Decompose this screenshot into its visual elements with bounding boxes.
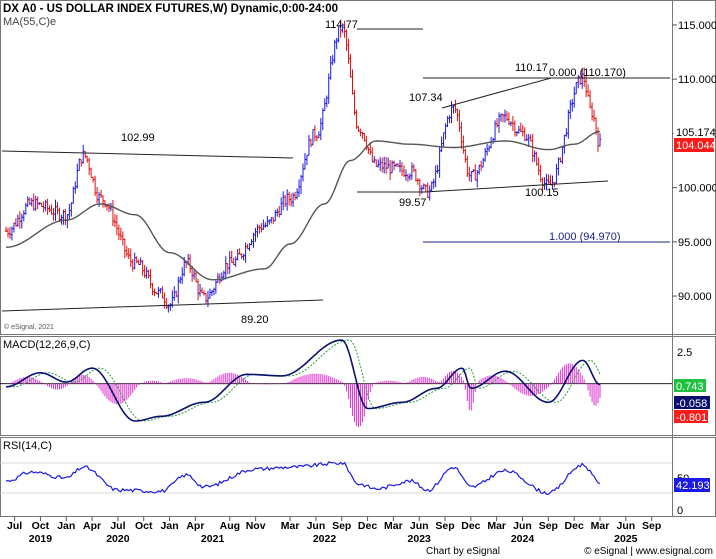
macd-line xyxy=(5,339,601,422)
macd-legend: MACD(12,26,9,C) xyxy=(3,339,90,351)
price-y-tick-label: 110.000 xyxy=(678,74,716,86)
macd-signal-line xyxy=(6,339,601,422)
year-label: 2020 xyxy=(106,533,130,545)
rsi-legend: RSI(14,C) xyxy=(3,440,52,452)
ma-legend: MA(55,C)e xyxy=(3,16,56,28)
label-89-20: 89.20 xyxy=(241,314,269,326)
year-label: 2019 xyxy=(29,533,53,545)
price-y-tick-label: 100.000 xyxy=(678,183,716,195)
signal-value-text: -0.058 xyxy=(676,398,707,410)
label-99-57: 99.57 xyxy=(399,197,427,209)
month-tick-label: Jun xyxy=(410,520,429,532)
month-tick-label: Sep xyxy=(642,520,661,532)
macd-y-tick: 2.5 xyxy=(677,347,692,359)
month-tick-label: Apr xyxy=(186,520,204,532)
label-102-99: 102.99 xyxy=(121,132,155,144)
footer-left: Chart by eSignal xyxy=(426,546,500,557)
macd-badges: 0.743 -0.058 -0.801 xyxy=(674,379,710,424)
month-tick-label: Jan xyxy=(57,520,75,532)
month-tick-label: Jun xyxy=(307,520,326,532)
time-axis: Jul Oct Jan Apr Jul Oct Jan Apr Aug Nov Mar Jun Sep D… xyxy=(7,517,661,545)
month-tick-label: Mar xyxy=(487,520,506,532)
month-tick-label: Dec xyxy=(565,520,584,532)
prev-value-text: 105.174 xyxy=(676,127,716,139)
month-tick-label: Oct xyxy=(135,520,153,532)
month-tick-label: Jan xyxy=(161,520,179,532)
month-tick-label: Nov xyxy=(246,520,266,532)
rsi-y-tick-0: 0 xyxy=(677,505,683,517)
year-label: 2024 xyxy=(511,533,535,545)
watermark-text: © eSignal, 2021 xyxy=(4,323,54,331)
label-110-17: 110.17 xyxy=(515,62,548,74)
month-tick-label: Dec xyxy=(358,520,377,532)
macd-panel: MACD(12,26,9,C) 2.5 0.743 -0.058 -0.801 xyxy=(0,339,710,428)
month-tick-label: Sep xyxy=(332,520,351,532)
year-label: 2022 xyxy=(313,533,337,545)
trendline-annotations xyxy=(1,28,670,312)
price-y-tick-label: 90.000 xyxy=(678,291,712,303)
month-tick-label: Jun xyxy=(513,520,532,532)
hist-value-badge xyxy=(674,410,708,423)
month-tick-label: Mar xyxy=(591,520,610,532)
close-value-text: 104.044 xyxy=(676,140,716,152)
month-tick-label: Jul xyxy=(7,520,22,532)
hist-value-text: -0.801 xyxy=(676,412,707,424)
chart-title: DX A0 - US DOLLAR INDEX FUTURES,W) Dynam… xyxy=(3,3,338,15)
month-tick-label: Sep xyxy=(435,520,454,532)
rsi-value-text: 42.193 xyxy=(676,480,710,492)
moving-average-line xyxy=(6,130,601,281)
fib-label-1: 1.000 (94.970) xyxy=(549,231,621,243)
month-tick-label: Apr xyxy=(83,520,101,532)
trendline-2020-resistance xyxy=(1,150,294,159)
signal-value-badge xyxy=(674,396,710,409)
month-tick-label: Mar xyxy=(281,520,300,532)
trendline-range-resistance xyxy=(441,77,552,109)
close-value-badge xyxy=(674,138,714,152)
month-tick-label: Oct xyxy=(32,520,50,532)
month-tick-label: Jul xyxy=(110,520,125,532)
last-value-badges: 105.174 104.044 xyxy=(673,124,716,152)
year-label: 2025 xyxy=(614,533,638,545)
label-114-77: 114.77 xyxy=(325,19,358,31)
footer-right: © eSignal | www.esignal.com xyxy=(584,546,713,557)
year-label: 2021 xyxy=(201,533,225,545)
trendline-range-support xyxy=(424,180,609,193)
fib-label-0: 0.000 (110.170) xyxy=(549,67,626,79)
price-y-tick-label: 95.000 xyxy=(678,237,712,249)
label-107-34: 107.34 xyxy=(409,92,443,104)
macd-value-text: 0.743 xyxy=(676,381,704,393)
trendline-2021-support xyxy=(1,299,324,312)
macd-value-badge xyxy=(674,379,706,392)
month-tick-label: Sep xyxy=(539,520,558,532)
price-y-tick-label: 115.000 xyxy=(678,20,716,32)
label-100-15: 100.15 xyxy=(525,187,559,199)
month-tick-label: Aug xyxy=(220,520,240,532)
rsi-value-badge xyxy=(674,478,710,492)
rsi-line xyxy=(5,461,601,496)
ohlc-bar xyxy=(598,133,602,147)
price-panel: DX A0 - US DOLLAR INDEX FUTURES,W) Dynam… xyxy=(1,3,716,331)
year-label: 2023 xyxy=(408,533,432,545)
rsi-panel: RSI(14,C) 50 0 42.193 xyxy=(0,440,710,517)
month-tick-label: Jun xyxy=(616,520,635,532)
month-tick-label: Dec xyxy=(461,520,480,532)
price-ohlc-bars xyxy=(4,19,602,313)
month-tick-label: Mar xyxy=(384,520,403,532)
